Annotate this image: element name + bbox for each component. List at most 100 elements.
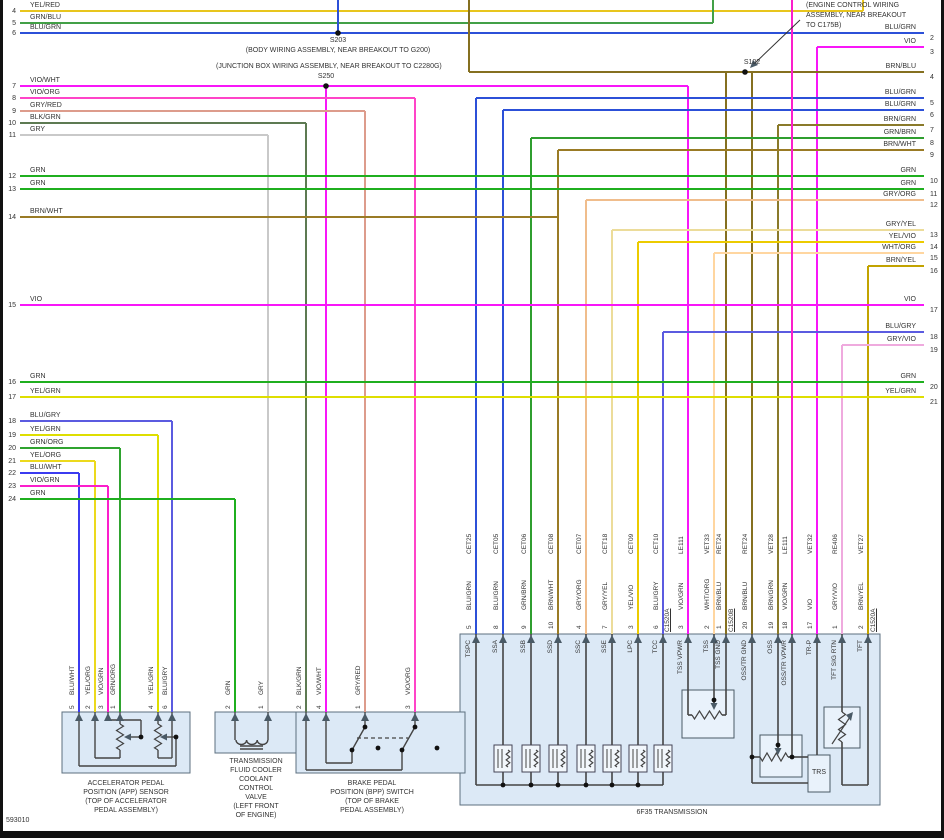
left-wire-color-label: GRY/RED	[30, 102, 62, 109]
right-wire-color-label: GRN	[900, 180, 916, 187]
splice-label-s203: S203	[329, 37, 347, 44]
tss-arrow-icon	[710, 703, 718, 710]
left-pin-number: 12	[8, 173, 16, 180]
pin-number-label: 1	[110, 705, 117, 709]
pin-arrow-icon	[302, 713, 310, 721]
right-pin-number: 20	[930, 384, 938, 391]
pin-arrow-icon	[634, 635, 642, 643]
app-caption: POSITION (APP) SENSOR	[83, 789, 169, 796]
left-wire-color-label: YEL/RED	[30, 2, 60, 9]
pin-number-label: 10	[548, 621, 555, 629]
pin-wire-color-label: GRN/ORG	[110, 663, 117, 695]
left-pin-number: 21	[8, 458, 16, 465]
pin-function-label: TSS VPWR	[677, 640, 684, 674]
pin-number-label: 6	[162, 705, 169, 709]
pin-number-label: 8	[493, 625, 500, 629]
engine-note-line2: ASSEMBLY, NEAR BREAKOUT	[806, 12, 907, 19]
pin-number-label: 2	[296, 705, 303, 709]
pin-function-label: TSS GND	[715, 640, 722, 669]
solenoid-symbol	[548, 744, 568, 773]
pin-wire-color-label: VIO/ORG	[405, 667, 412, 695]
page-border-right	[941, 0, 944, 838]
left-wire-color-label: GRN	[30, 490, 46, 497]
right-wire-color-label: BRN/GRN	[883, 116, 916, 123]
left-pin-number: 19	[8, 432, 16, 439]
left-wire-color-label: GRN	[30, 167, 46, 174]
right-wire-color-label: GRY/VIO	[886, 336, 916, 343]
pin-arrow-icon	[527, 635, 535, 643]
pin-wire-color-label: YEL/ORG	[85, 666, 92, 695]
splice-dot-S250	[323, 83, 329, 89]
right-wire-color-label: BLU/GRN	[884, 89, 916, 96]
pin-function-label: TSS	[703, 640, 710, 653]
pin-function-label: TR-P	[806, 640, 813, 656]
oss-sensor-box	[759, 734, 803, 778]
oss-arrow-icon	[774, 748, 782, 755]
junction-dot-icon	[555, 782, 561, 788]
pin-number-label: 4	[576, 625, 583, 629]
left-pin-number: 10	[8, 120, 16, 127]
circuit-code-label: VET28	[768, 534, 775, 554]
right-wire-color-label: BLU/GRN	[884, 101, 916, 108]
tss-resistor-symbol	[691, 709, 723, 721]
right-pin-number: 19	[930, 347, 938, 354]
left-pin-number: 5	[12, 20, 16, 27]
bpp-caption: POSITION (BPP) SWITCH	[330, 789, 414, 796]
pin-arrow-icon	[864, 635, 872, 643]
valve-caption: FLUID COOLER	[230, 767, 282, 774]
right-wire-color-label: BLU/GRN	[884, 24, 916, 31]
left-wire-color-label: GRY	[30, 126, 46, 133]
pin-number-label: 4	[316, 705, 323, 709]
right-wire-color-label: GRN	[900, 167, 916, 174]
pin-wire-color-label: GRN	[225, 680, 232, 695]
pin-number-label: 7	[602, 625, 609, 629]
bpp-caption: (TOP OF BRAKE	[345, 798, 399, 805]
right-wire-color-label: YEL/VIO	[888, 233, 916, 240]
circuit-code-label: CET09	[628, 533, 635, 554]
pin-arrow-icon	[361, 713, 369, 721]
left-pin-number: 13	[8, 186, 16, 193]
right-pin-number: 17	[930, 307, 938, 314]
pin-function-label: SSA	[492, 640, 499, 654]
pin-wire-color-label: BLK/GRN	[296, 666, 303, 695]
pin-wire-color-label: GRY/YEL	[602, 581, 609, 610]
junction-dot-icon	[749, 754, 755, 760]
pin-wire-color-label: BRN/YEL	[858, 582, 865, 610]
right-wire-color-label: YEL/GRN	[885, 388, 916, 395]
pin-arrow-icon	[710, 635, 718, 643]
circuit-code-label: RET24	[742, 533, 749, 554]
right-pin-number: 5	[930, 100, 934, 107]
right-pin-number: 4	[930, 74, 934, 81]
pin-number-label: 3	[628, 625, 635, 629]
right-pin-number: 16	[930, 268, 938, 275]
pin-function-label: TSPC	[465, 640, 472, 658]
left-wire-color-label: BLU/GRY	[30, 412, 61, 419]
pin-wire-color-label: GRY/VIO	[832, 583, 839, 610]
pin-wire-color-label: BLU/GRN	[493, 581, 500, 610]
left-pin-number: 22	[8, 470, 16, 477]
right-wire-color-label: GRN/BRN	[883, 129, 916, 136]
pin-function-label: SSC	[575, 640, 582, 654]
app-pot2-symbol	[153, 723, 163, 751]
splice-label-s250: S250	[317, 73, 335, 80]
pin-wire-color-label: BLU/GRN	[466, 581, 473, 610]
junction-dot-icon	[789, 754, 795, 760]
trs-box	[807, 754, 831, 793]
pin-wire-color-label: BRN/BLU	[716, 581, 723, 610]
pin-wire-color-label: YEL/GRN	[148, 666, 155, 695]
right-pin-number: 15	[930, 255, 938, 262]
left-pin-number: 4	[12, 8, 16, 15]
left-wire-color-label: VIO	[30, 296, 43, 303]
right-pin-number: 13	[930, 232, 938, 239]
solenoid-symbol	[653, 744, 673, 773]
pin-arrow-icon	[722, 635, 730, 643]
solenoid-symbol	[602, 744, 622, 773]
left-wire-color-label: VIO/GRN	[30, 477, 60, 484]
switch-blade	[401, 726, 416, 751]
app-caption: ACCELERATOR PEDAL	[87, 780, 165, 787]
solenoid-symbol	[493, 744, 513, 773]
left-wire-color-label: BLU/WHT	[30, 464, 62, 471]
left-pin-number: 9	[12, 108, 16, 115]
bpp-caption: BRAKE PEDAL	[347, 780, 397, 787]
pin-number-label: 2	[85, 705, 92, 709]
